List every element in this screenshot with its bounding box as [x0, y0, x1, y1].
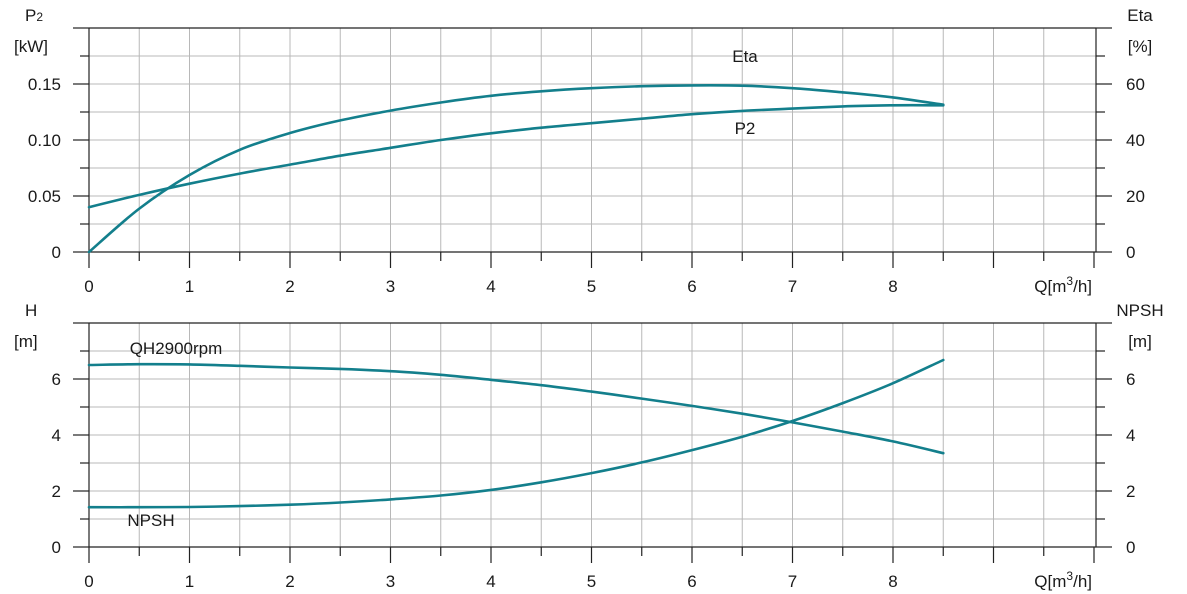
panel-head-npsh-x-tick-label: 0 — [84, 572, 93, 591]
panel-power-efficiency-left-axis-unit: [kW] — [14, 37, 48, 56]
panel-power-efficiency-left-axis-title: P2 — [25, 6, 43, 25]
panel-power-efficiency-x-tick-label: 7 — [788, 277, 797, 296]
panel-power-efficiency-right-tick-label: 60 — [1126, 75, 1145, 94]
panel-head-npsh-x-tick-label: 2 — [285, 572, 294, 591]
panel-head-npsh-x-tick-label: 5 — [587, 572, 596, 591]
panel-head-npsh-x-tick-label: 3 — [386, 572, 395, 591]
series-line-qh2900rpm — [87, 362, 945, 455]
panel-power-efficiency-right-tick-label: 0 — [1126, 243, 1135, 262]
panel-power-efficiency-right-tick-label: 20 — [1126, 187, 1145, 206]
panel-power-efficiency-x-tick-label: 5 — [587, 277, 596, 296]
panel-power-efficiency-x-tick-label: 0 — [84, 277, 93, 296]
panel-head-npsh-x-tick-label: 7 — [788, 572, 797, 591]
panel-head-npsh-left-axis-unit: [m] — [14, 332, 38, 351]
panel-head-npsh-right-tick-label: 2 — [1126, 482, 1135, 501]
panel-head-npsh-right-tick-label: 6 — [1126, 370, 1135, 389]
panel-head-npsh-left-axis-title: H — [25, 301, 37, 320]
panel-head-npsh-left-tick-label: 0 — [52, 538, 61, 557]
series-label-p2: P2 — [735, 119, 756, 138]
panel-head-npsh-right-axis-unit: [m] — [1128, 332, 1152, 351]
panel-power-efficiency-right-tick-label: 40 — [1126, 131, 1145, 150]
panel-head-npsh-x-tick-label: 8 — [888, 572, 897, 591]
panel-power-efficiency-x-tick-label: 2 — [285, 277, 294, 296]
panel-head-npsh-right-axis-title: NPSH — [1116, 301, 1163, 320]
panel-power-efficiency-x-tick-label: 1 — [185, 277, 194, 296]
panel-power-efficiency-x-tick-label: 3 — [386, 277, 395, 296]
panel-power-efficiency-left-tick-label: 0 — [52, 243, 61, 262]
panel-head-npsh-x-tick-label: 4 — [486, 572, 495, 591]
panel-head-npsh-right-tick-label: 0 — [1126, 538, 1135, 557]
series-label-qh2900rpm: QH2900rpm — [130, 339, 223, 358]
panel-head-npsh-left-tick-label: 6 — [52, 370, 61, 389]
panel-power-efficiency-x-axis-label: Q[m3/h] — [1034, 274, 1092, 296]
panel-power-efficiency-x-tick-label: 4 — [486, 277, 495, 296]
panel-head-npsh-left-tick-label: 4 — [52, 426, 61, 445]
panel-head-npsh-x-tick-label: 1 — [185, 572, 194, 591]
panel-head-npsh-x-axis-label: Q[m3/h] — [1034, 569, 1092, 591]
series-label-eta: Eta — [732, 47, 758, 66]
panel-power-efficiency-x-tick-label: 8 — [888, 277, 897, 296]
series-line-p2 — [87, 103, 945, 209]
series-line-eta — [87, 84, 945, 254]
panel-power-efficiency-x-tick-label: 6 — [687, 277, 696, 296]
panel-power-efficiency-left-tick-label: 0.10 — [28, 131, 61, 150]
panel-power-efficiency-right-axis-title: Eta — [1127, 6, 1153, 25]
panel-head-npsh-x-tick-label: 6 — [687, 572, 696, 591]
series-label-npsh: NPSH — [127, 511, 174, 530]
panel-power-efficiency-left-tick-label: 0.05 — [28, 187, 61, 206]
panel-head-npsh-right-tick-label: 4 — [1126, 426, 1135, 445]
panel-head-npsh-left-tick-label: 2 — [52, 482, 61, 501]
panel-power-efficiency-left-tick-label: 0.15 — [28, 75, 61, 94]
series-line-npsh — [87, 358, 945, 509]
panel-power-efficiency-right-axis-unit: [%] — [1128, 37, 1153, 56]
